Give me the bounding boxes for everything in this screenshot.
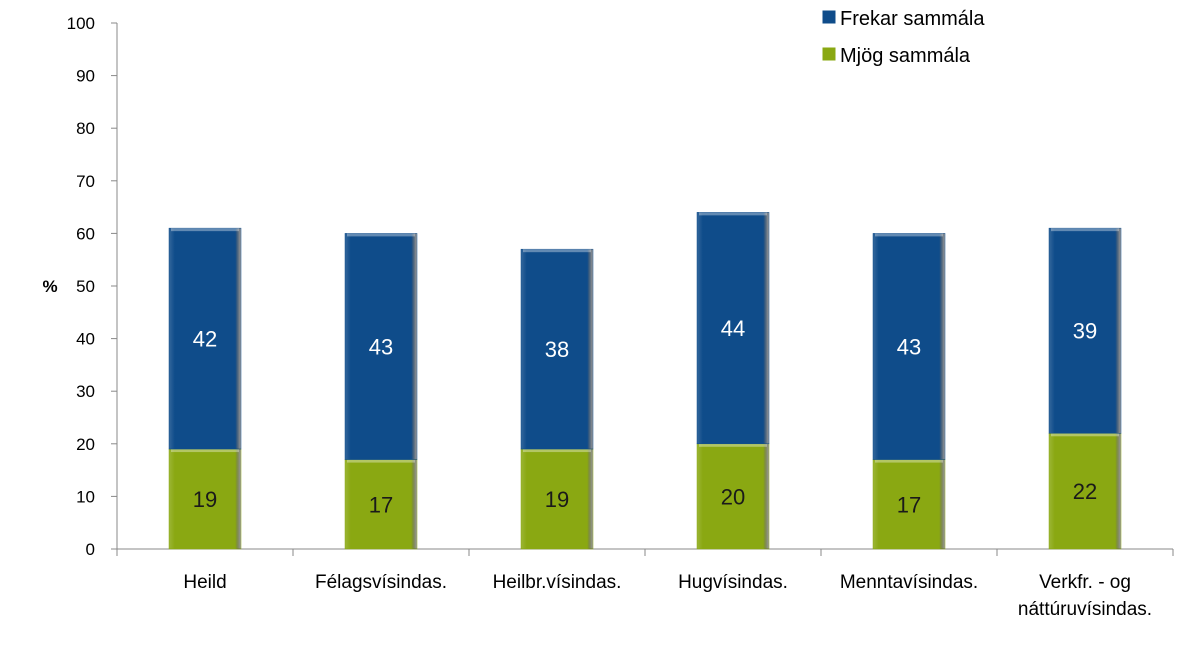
y-tick-label: 30 bbox=[76, 382, 95, 401]
bar-segment bbox=[344, 233, 418, 460]
bar-segment-highlight bbox=[1051, 433, 1119, 437]
bar-segment-highlight bbox=[523, 249, 591, 253]
data-label: 42 bbox=[193, 327, 217, 352]
legend-swatch bbox=[821, 46, 837, 62]
bar-segment-highlight bbox=[523, 449, 591, 453]
y-tick-label: 40 bbox=[76, 330, 95, 349]
bar-segment-highlight bbox=[875, 233, 943, 237]
x-tick-label: Menntavísindas. bbox=[840, 572, 978, 593]
bar-segment bbox=[696, 443, 770, 550]
y-tick-label: 0 bbox=[86, 540, 95, 559]
x-tick-label: náttúruvísindas. bbox=[1018, 599, 1152, 620]
legend-label: Frekar sammála bbox=[840, 8, 985, 30]
y-tick-label: 70 bbox=[76, 172, 95, 191]
bar-segment bbox=[1048, 227, 1122, 434]
x-tick-label: Hugvísindas. bbox=[678, 572, 788, 593]
legend-label: Mjög sammála bbox=[840, 45, 971, 67]
bar-segment-highlight bbox=[347, 233, 415, 237]
bar-segment bbox=[872, 459, 946, 550]
data-label: 43 bbox=[897, 334, 921, 359]
y-tick-label: 20 bbox=[76, 435, 95, 454]
y-axis-label: % bbox=[42, 277, 57, 296]
data-label: 38 bbox=[545, 337, 569, 362]
data-label: 19 bbox=[193, 487, 217, 512]
x-tick-label: Félagsvísindas. bbox=[315, 572, 447, 593]
bar-segment-highlight bbox=[699, 212, 767, 216]
y-tick-label: 80 bbox=[76, 119, 95, 138]
x-tick-label: Heilbr.vísindas. bbox=[493, 572, 622, 593]
data-label: 22 bbox=[1073, 479, 1097, 504]
bar-segment bbox=[872, 233, 946, 460]
y-tick-label: 60 bbox=[76, 224, 95, 243]
bar-segment bbox=[696, 212, 770, 445]
bar-segment-highlight bbox=[699, 443, 767, 447]
y-tick-label: 100 bbox=[67, 14, 95, 33]
bar-segment bbox=[344, 459, 418, 550]
bar-segment-highlight bbox=[171, 449, 239, 453]
x-tick-label: Heild bbox=[183, 572, 226, 593]
y-tick-label: 50 bbox=[76, 277, 95, 296]
bar-segment bbox=[168, 448, 242, 550]
data-label: 44 bbox=[721, 316, 745, 341]
bar-segment-highlight bbox=[875, 459, 943, 463]
y-tick-label: 10 bbox=[76, 487, 95, 506]
data-label: 39 bbox=[1073, 319, 1097, 344]
bar-segment-highlight bbox=[347, 459, 415, 463]
data-label: 17 bbox=[369, 492, 393, 517]
data-label: 17 bbox=[897, 492, 921, 517]
data-label: 20 bbox=[721, 484, 745, 509]
data-label: 19 bbox=[545, 487, 569, 512]
bar-segment-highlight bbox=[171, 228, 239, 232]
y-tick-label: 90 bbox=[76, 67, 95, 86]
bar-segment bbox=[520, 248, 594, 450]
legend-swatch bbox=[821, 9, 837, 25]
bar-segment-highlight bbox=[1051, 228, 1119, 232]
x-tick-label: Verkfr. - og bbox=[1039, 572, 1131, 593]
bar-segment bbox=[520, 448, 594, 550]
bar-segment bbox=[168, 227, 242, 450]
data-label: 43 bbox=[369, 334, 393, 359]
bar-segment bbox=[1048, 433, 1122, 550]
